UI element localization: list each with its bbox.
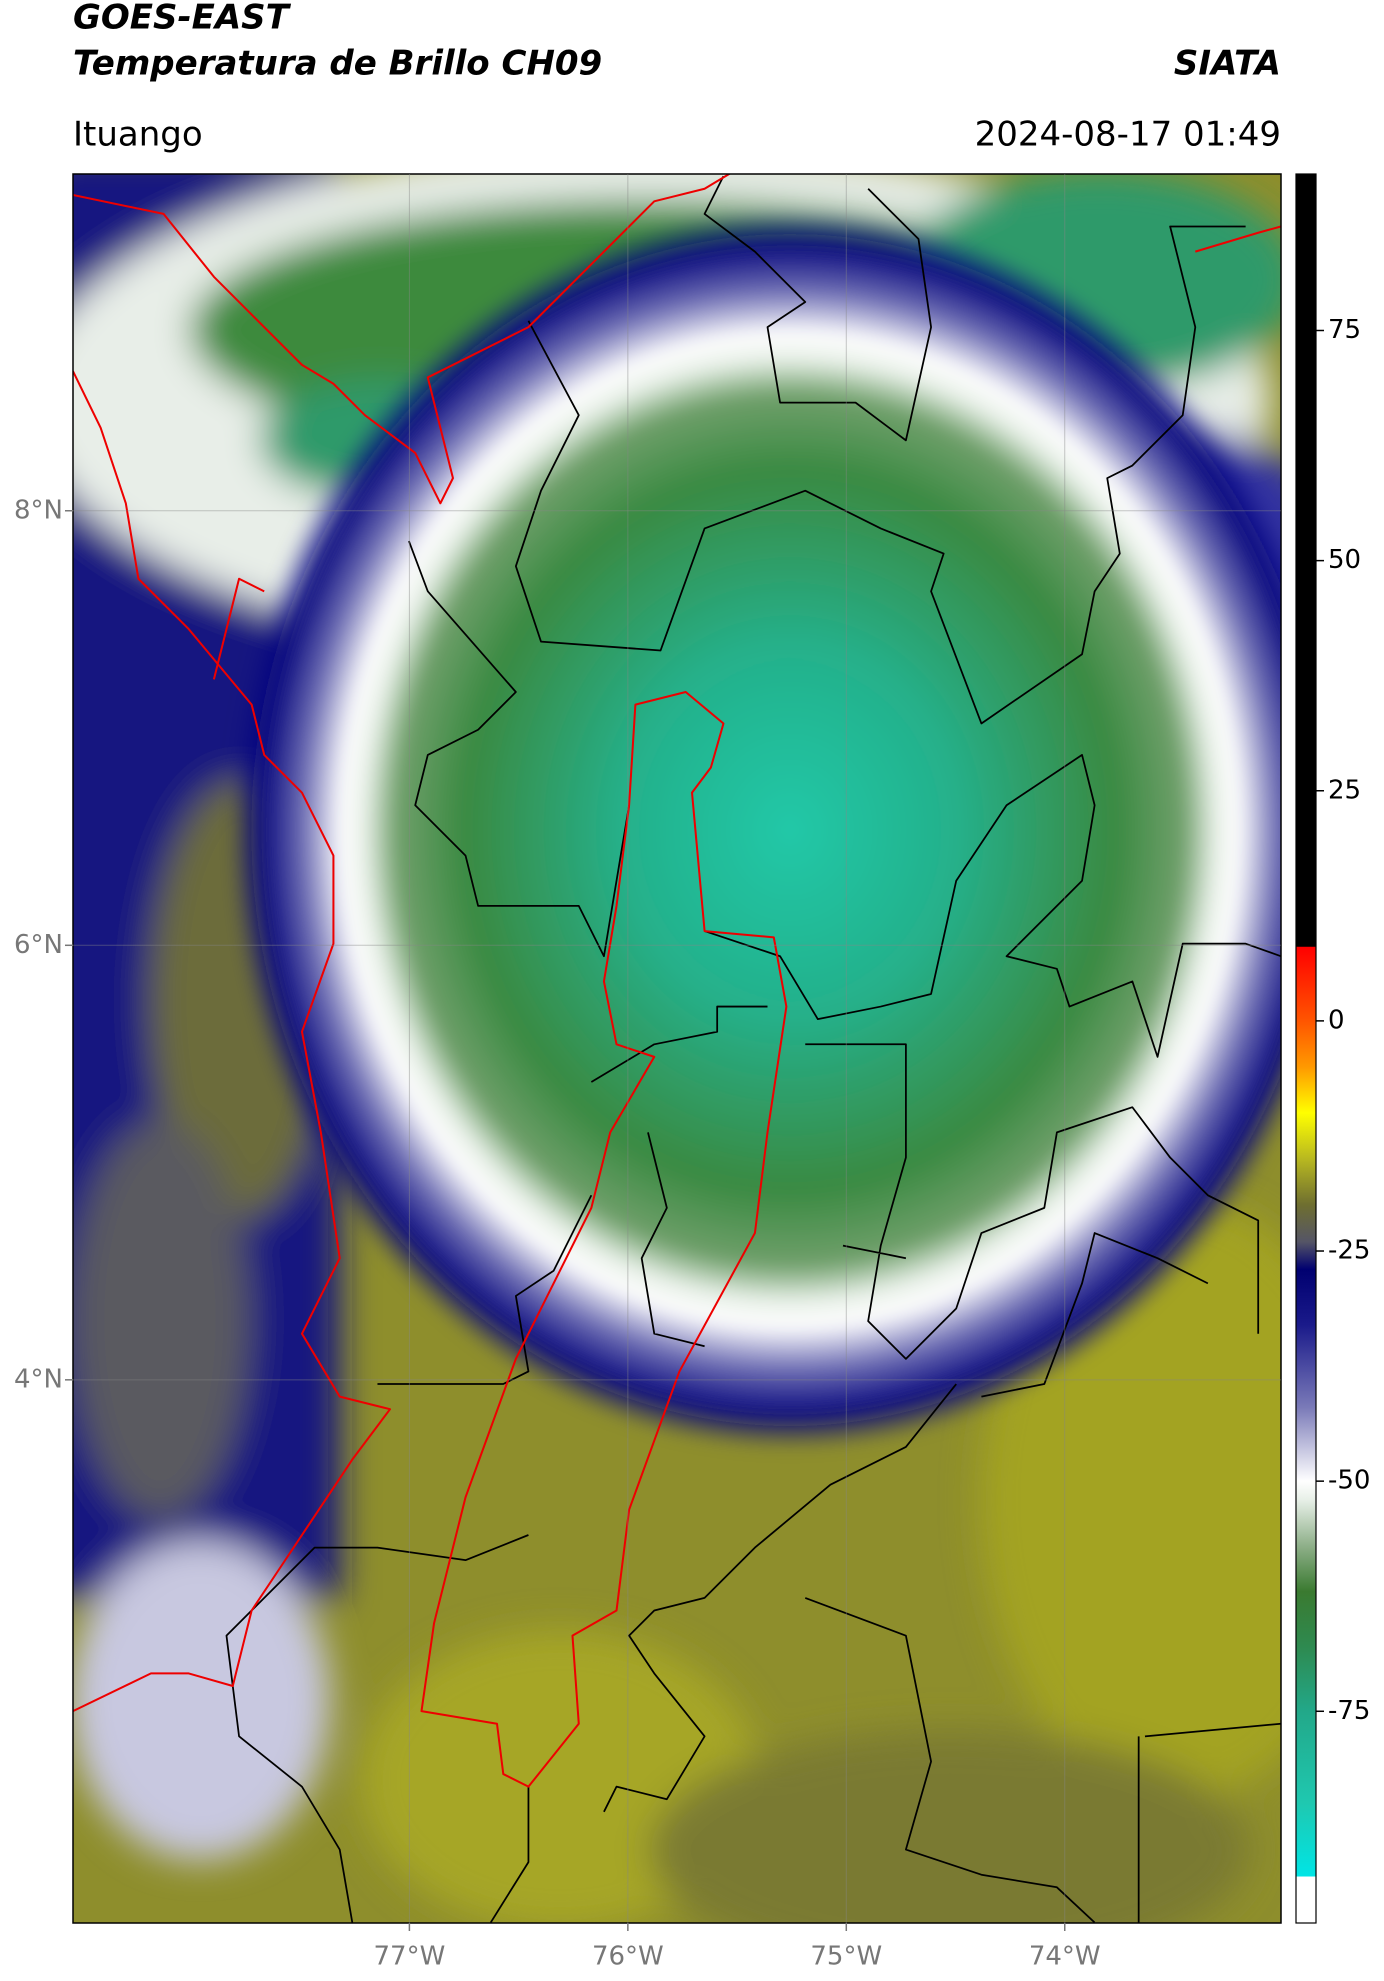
- x-tick-label: 74°W: [1029, 1942, 1101, 1972]
- y-tick-label: 6°N: [14, 930, 63, 960]
- x-tick-label: 75°W: [810, 1942, 882, 1972]
- colorbar-tick-label: -25: [1328, 1236, 1370, 1266]
- colorbar-tick-label: -75: [1328, 1696, 1370, 1726]
- colorbar-tick-label: 75: [1328, 315, 1361, 345]
- map-frame: [72, 173, 1282, 1924]
- colorbar: [1295, 173, 1317, 1924]
- map-image: [73, 174, 1281, 1923]
- brand: SIATA: [1174, 44, 1281, 84]
- colorbar-tick-label: 25: [1328, 775, 1361, 805]
- y-tick-label: 8°N: [14, 495, 63, 525]
- colorbar-tick-label: 0: [1328, 1005, 1345, 1035]
- x-tick-label: 77°W: [374, 1942, 446, 1972]
- colorbar-tick-label: 50: [1328, 545, 1361, 575]
- location: Ituango: [73, 115, 203, 155]
- y-tick-label: 4°N: [14, 1364, 63, 1394]
- subtitle: Temperatura de Brillo CH09: [73, 44, 602, 84]
- colorbar-tick-label: -50: [1328, 1466, 1370, 1496]
- title: GOES-EAST: [73, 0, 292, 38]
- x-tick-label: 76°W: [592, 1942, 664, 1972]
- datetime: 2024-08-17 01:49: [975, 115, 1281, 155]
